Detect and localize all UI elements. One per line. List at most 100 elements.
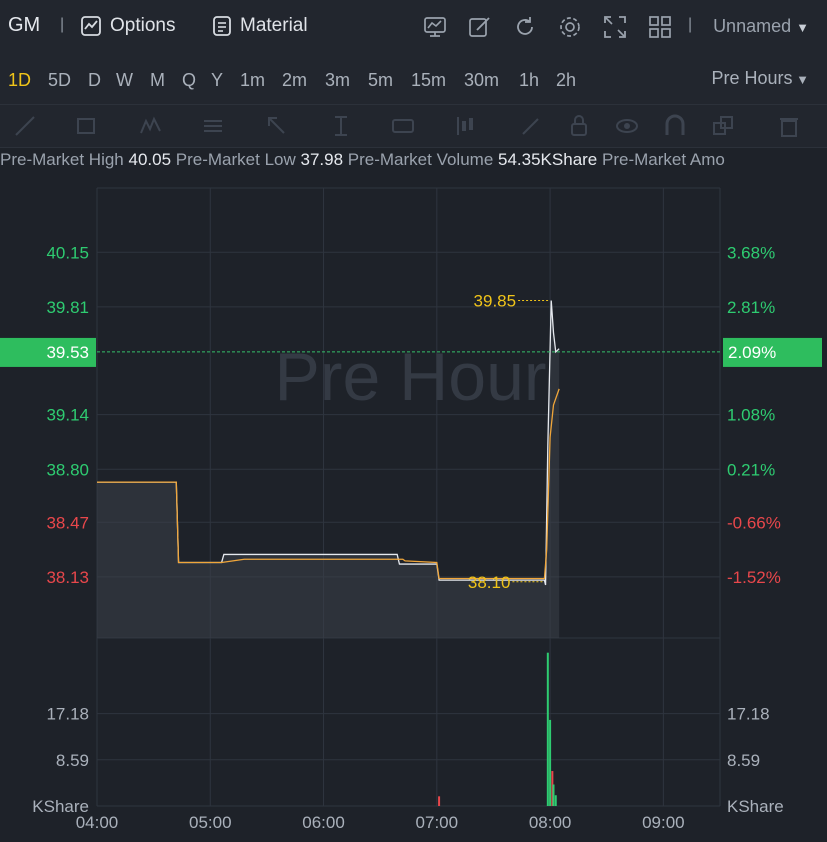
price-tick-label: 38.13	[46, 568, 89, 587]
fib-icon[interactable]	[200, 113, 226, 139]
current-price-value: 39.53	[46, 343, 89, 362]
volume-bar	[546, 652, 549, 806]
premarket-volume-label: Pre-Market Volume	[347, 150, 494, 169]
percent-tick-label: 3.68%	[727, 243, 775, 262]
chart-settings-icon[interactable]	[422, 14, 448, 40]
rectangle-icon[interactable]	[74, 113, 100, 139]
percent-tick-label: 1.08%	[727, 406, 775, 425]
timeframe-m[interactable]: M	[150, 70, 165, 90]
draw-icon[interactable]	[467, 14, 493, 40]
measure-icon[interactable]	[328, 113, 354, 139]
pattern-icon[interactable]	[138, 113, 164, 139]
symbol-ticker[interactable]: GM	[8, 14, 41, 36]
pen-icon[interactable]	[518, 113, 544, 139]
document-icon	[213, 16, 231, 36]
premarket-high-value: 40.05	[128, 150, 172, 169]
timeframe-30m[interactable]: 30m	[464, 70, 500, 90]
material-button[interactable]: Material	[212, 12, 308, 40]
volume-unit-label-right: KShare	[727, 797, 784, 816]
volume-bar	[551, 771, 554, 806]
time-tick-label: 09:00	[642, 813, 685, 832]
percent-tick-label: 2.81%	[727, 298, 775, 317]
time-tick-label: 08:00	[529, 813, 572, 832]
chevron-down-icon: ▼	[792, 72, 809, 87]
indicator-icon[interactable]	[452, 113, 478, 139]
session-label: Pre Hours	[711, 68, 793, 88]
price-tick-label: 38.80	[46, 460, 89, 479]
timeframe-w[interactable]: W	[116, 70, 133, 90]
percent-tick-label: -0.66%	[727, 513, 781, 532]
grid-layout-icon[interactable]	[647, 14, 673, 40]
high-marker-label: 39.85	[474, 292, 517, 311]
trash-icon[interactable]	[776, 113, 802, 139]
premarket-stats-bar: Pre-Market High 40.05 Pre-Market Low 37.…	[0, 150, 827, 186]
timeframe-2h[interactable]: 2h	[556, 70, 577, 90]
premarket-amount-label: Pre-Market Amo	[602, 150, 725, 169]
timeframe-5d[interactable]: 5D	[48, 70, 72, 90]
trend-line-icon[interactable]	[12, 113, 38, 139]
arrow-icon[interactable]	[264, 113, 290, 139]
percent-tick-label: -1.52%	[727, 568, 781, 587]
volume-bar	[554, 795, 557, 806]
timeframe-15m[interactable]: 15m	[411, 70, 447, 90]
price-tick-label: 39.81	[46, 298, 89, 317]
premarket-high-label: Pre-Market High	[0, 150, 124, 169]
time-tick-label: 04:00	[76, 813, 119, 832]
price-label-icon[interactable]	[390, 113, 416, 139]
time-tick-label: 06:00	[302, 813, 345, 832]
volume-tick-label-right: 8.59	[727, 751, 760, 770]
timeframe-5m[interactable]: 5m	[368, 70, 394, 90]
current-price-badge	[0, 337, 96, 367]
volume-bar	[549, 719, 552, 806]
options-chart-icon	[81, 16, 101, 36]
options-button[interactable]: Options	[80, 12, 175, 40]
magnet-icon[interactable]	[662, 113, 688, 139]
timeframe-2m[interactable]: 2m	[282, 70, 308, 90]
timeframe-1d[interactable]: 1D	[8, 70, 32, 90]
price-tick-label: 39.14	[46, 406, 89, 425]
chevron-down-icon: ▼	[796, 20, 809, 35]
timeframe-3m[interactable]: 3m	[325, 70, 351, 90]
time-tick-label: 05:00	[189, 813, 232, 832]
fullscreen-icon[interactable]	[602, 14, 628, 40]
timeframe-1m[interactable]: 1m	[240, 70, 266, 90]
lock-icon[interactable]	[566, 113, 592, 139]
drawing-toolbar	[0, 105, 827, 148]
session-selector[interactable]: Pre Hours ▼	[711, 68, 809, 89]
series-line-2	[97, 388, 560, 580]
time-tick-label: 07:00	[416, 813, 459, 832]
layout-selector[interactable]: Unnamed ▼	[713, 16, 809, 37]
percent-tick-label: 0.21%	[727, 460, 775, 479]
timeframe-1h[interactable]: 1h	[519, 70, 540, 90]
volume-bar	[552, 784, 555, 806]
layers-icon[interactable]	[710, 113, 736, 139]
gear-icon[interactable]	[557, 14, 583, 40]
premarket-low-label: Pre-Market Low	[175, 150, 296, 169]
refresh-icon[interactable]	[512, 14, 538, 40]
price-tick-label: 40.15	[46, 243, 89, 262]
price-tick-label: 38.47	[46, 513, 89, 532]
timeframe-y[interactable]: Y	[211, 70, 224, 90]
toolbar-separator: |	[60, 16, 65, 33]
volume-unit-label: KShare	[32, 797, 89, 816]
watermark-text: Pre Hour	[274, 339, 546, 415]
price-area-fill	[97, 300, 560, 638]
eye-icon[interactable]	[614, 113, 640, 139]
top-toolbar: GM | Options Material | Unnamed ▼	[0, 0, 827, 54]
toolbar-separator-2: |	[688, 16, 693, 33]
layout-name-label: Unnamed	[713, 16, 792, 36]
volume-tick-label-right: 17.18	[727, 705, 770, 724]
timeframe-q[interactable]: Q	[182, 70, 197, 90]
volume-bar	[438, 796, 441, 806]
low-marker-label: 38.10	[468, 573, 511, 592]
premarket-low-value: 37.98	[300, 150, 344, 169]
volume-tick-label: 17.18	[46, 705, 89, 724]
current-percent-badge	[723, 337, 822, 367]
timeframe-bar: 1D 5D D W M Q Y 1m 2m 3m 5m 15m 30m 1h 2h Pre Hours ▼	[0, 54, 827, 105]
timeframe-d[interactable]: D	[88, 70, 101, 90]
premarket-volume-value: 54.35KShare	[498, 150, 598, 169]
options-label: Options	[110, 15, 176, 36]
volume-tick-label: 8.59	[56, 751, 89, 770]
material-label: Material	[240, 15, 308, 36]
